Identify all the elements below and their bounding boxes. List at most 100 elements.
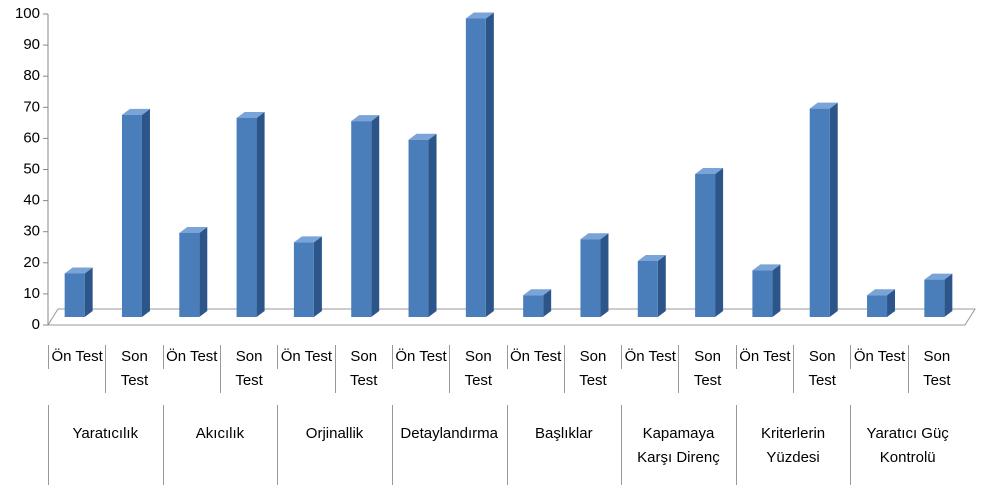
bar-front <box>867 295 888 317</box>
bar-side <box>600 233 609 317</box>
group-label: Kapamaya Karşı Direnç <box>637 425 720 466</box>
y-tick-label: 70 <box>23 98 40 115</box>
bar-front <box>64 273 85 317</box>
bar-top <box>523 289 552 296</box>
bar <box>637 255 666 317</box>
bar-side <box>485 12 494 317</box>
group-label: Yaratıcı Güç Kontrolü <box>866 425 949 466</box>
bar-front <box>351 121 372 317</box>
x-tick-label: Ön Test <box>850 345 907 369</box>
group-divider <box>391 405 393 485</box>
y-tick-label: 90 <box>23 36 40 53</box>
bar-top <box>580 233 609 240</box>
bar <box>236 111 265 318</box>
bar <box>580 233 609 317</box>
x-tick-label: Ön Test <box>277 345 334 369</box>
y-tick-label: 50 <box>23 160 40 177</box>
bar-top <box>465 12 494 19</box>
y-tick-label: 80 <box>23 67 40 84</box>
bar-side <box>944 273 953 317</box>
bar-side <box>313 236 322 317</box>
bar-top <box>695 167 724 174</box>
bar-top <box>236 111 265 118</box>
bar-top <box>637 255 666 262</box>
bar <box>695 167 724 317</box>
bar <box>64 267 93 317</box>
bar <box>408 133 437 317</box>
y-tick-label: 60 <box>23 129 40 146</box>
bar-front <box>809 108 830 317</box>
bar-top <box>408 133 437 140</box>
bar-side <box>199 227 208 317</box>
bar-front <box>465 18 486 317</box>
bar <box>293 236 322 317</box>
bar-top <box>121 108 150 115</box>
bar <box>121 108 150 317</box>
group-divider <box>277 405 279 485</box>
y-tick-label: 0 <box>32 316 40 333</box>
bar <box>752 264 781 317</box>
x-tick-label: Son Test <box>678 345 735 393</box>
y-tick-label: 10 <box>23 285 40 302</box>
x-tick-label: Son Test <box>793 345 850 393</box>
bar-side <box>772 264 781 317</box>
group-label: Akıcılık <box>195 425 245 442</box>
bar <box>924 273 953 317</box>
bar-side <box>428 133 437 317</box>
bar-top <box>752 264 781 271</box>
x-tick-label: Ön Test <box>621 345 678 369</box>
y-tick-label: 100 <box>15 5 40 22</box>
bar <box>523 289 552 317</box>
x-tick-label: Ön Test <box>48 345 105 369</box>
x-tick-label: Son Test <box>449 345 506 393</box>
bar-side <box>543 289 552 317</box>
group-label: Başlıklar <box>535 425 593 442</box>
bar <box>465 12 494 317</box>
bar-front <box>523 295 544 317</box>
y-tick-label: 40 <box>23 192 40 209</box>
group-divider <box>735 405 737 485</box>
bar-front <box>752 270 773 317</box>
bar-top <box>924 273 953 280</box>
bar-top <box>867 289 896 296</box>
bar <box>809 102 838 317</box>
x-tick-label: Ön Test <box>162 345 220 369</box>
bar-front <box>695 173 716 317</box>
bar-front <box>293 242 314 317</box>
bar-front <box>179 233 200 317</box>
bar-side <box>371 115 380 317</box>
bar-top <box>179 227 208 234</box>
x-tick-label: Ön Test <box>391 345 449 369</box>
x-tick-label: Son Test <box>219 345 277 393</box>
group-label: Kriterlerin Yüzdesi <box>760 425 826 466</box>
plot: 0 10 20 30 40 50 60 70 80 90 100 <box>15 5 976 333</box>
bar-side <box>256 111 265 318</box>
group-divider <box>621 405 623 485</box>
bar-side <box>887 289 896 317</box>
bar-side <box>715 167 724 317</box>
bar-top <box>809 102 838 109</box>
x-tick-label: Son Test <box>105 345 162 393</box>
floor <box>47 308 976 326</box>
group-label: Orjinallik <box>305 425 364 442</box>
group-divider <box>506 405 508 485</box>
bar <box>179 227 208 317</box>
bar-top <box>293 236 322 243</box>
y-tick-label: 30 <box>23 223 40 240</box>
bar-front <box>121 114 142 317</box>
x-tick-label: Ön Test <box>735 345 793 369</box>
bar-front <box>580 239 601 317</box>
group-divider <box>48 405 49 485</box>
bar-front <box>637 261 658 317</box>
bar-top <box>351 115 380 122</box>
group-label: Detaylandırma <box>400 425 498 442</box>
x-tick-label: Son Test <box>334 345 392 393</box>
bar-side <box>84 267 93 317</box>
group-divider <box>162 405 164 485</box>
bar-front <box>236 117 257 318</box>
bar-top <box>64 267 93 274</box>
bar-side <box>141 108 150 317</box>
bar-side <box>829 102 838 317</box>
bar <box>867 289 896 317</box>
